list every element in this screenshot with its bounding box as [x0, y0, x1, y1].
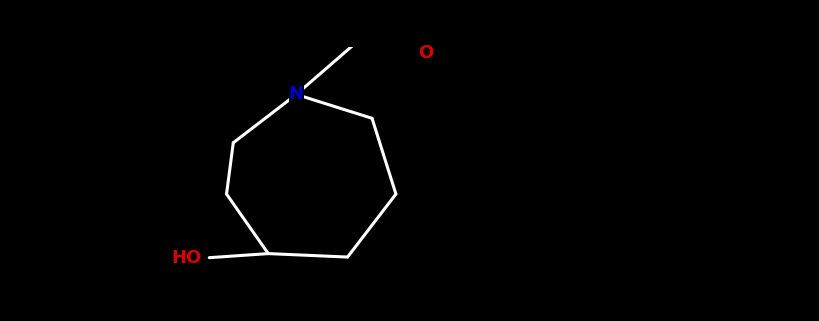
Text: HO: HO	[171, 249, 201, 267]
Text: O: O	[418, 45, 433, 63]
Text: N: N	[289, 85, 304, 103]
